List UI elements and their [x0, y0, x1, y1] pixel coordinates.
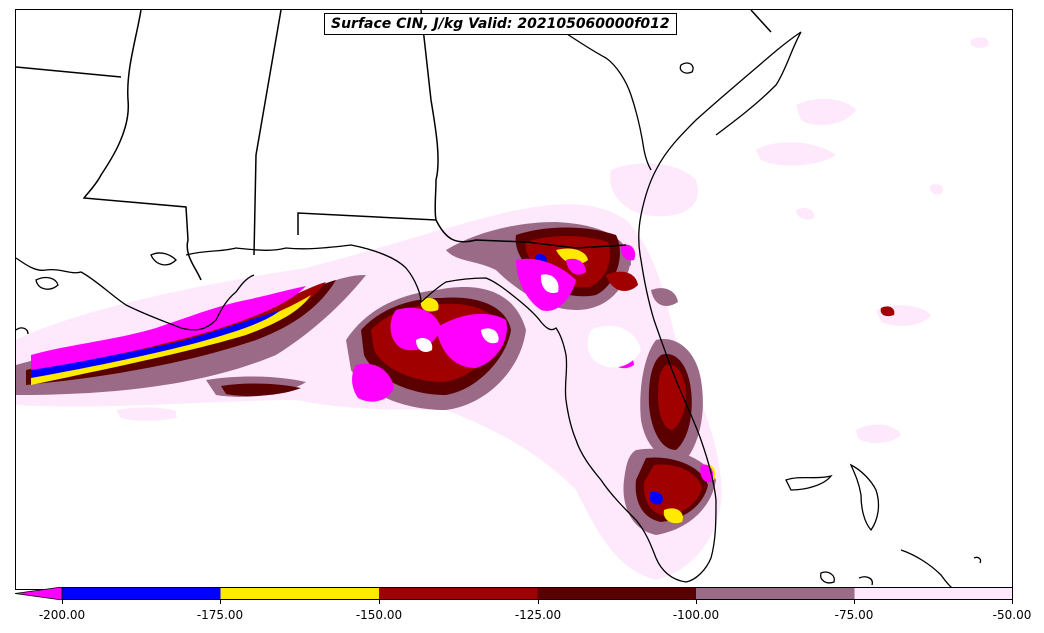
- colorbar-tick-label: -75.00: [834, 608, 874, 622]
- colorbar-tick: [696, 600, 697, 604]
- colorbar-outline: [61, 587, 1013, 600]
- coastline: [16, 14, 802, 583]
- colorbar-segment-yellow: [220, 587, 379, 600]
- colorbar-tick-label: -125.00: [514, 608, 562, 622]
- colorbar-tick-label: -175.00: [196, 608, 244, 622]
- colorbar-tick-label: -200.00: [38, 608, 86, 622]
- colorbar-extend-arrow: [15, 587, 63, 600]
- colorbar-tick: [1012, 600, 1013, 604]
- colorbar-tick-label: -150.00: [355, 608, 403, 622]
- colorbar: [15, 587, 1013, 600]
- state-borders: [16, 10, 772, 281]
- map-title: Surface CIN, J/kg Valid: 202105060000f01…: [324, 13, 677, 35]
- colorbar-tick: [854, 600, 855, 604]
- colorbar-segment-blue: [62, 587, 221, 600]
- colorbar-tick: [379, 600, 380, 604]
- colorbar-segment-light-pink: [854, 587, 1013, 600]
- cin-white-gaps: [175, 274, 641, 422]
- colorbar-tick-label: -100.00: [672, 608, 720, 622]
- colorbar-segment-dark-red: [537, 587, 696, 600]
- cin-map: [16, 10, 989, 589]
- colorbar-segment-mauve: [696, 587, 855, 600]
- caribbean-islands: [679, 62, 982, 589]
- colorbar-tick-label: -50.00: [992, 608, 1032, 622]
- colorbar-tick: [220, 600, 221, 604]
- map-area: [15, 9, 1013, 590]
- colorbar-tick: [538, 600, 539, 604]
- colorbar-segment-red: [379, 587, 538, 600]
- colorbar-tick: [62, 600, 63, 604]
